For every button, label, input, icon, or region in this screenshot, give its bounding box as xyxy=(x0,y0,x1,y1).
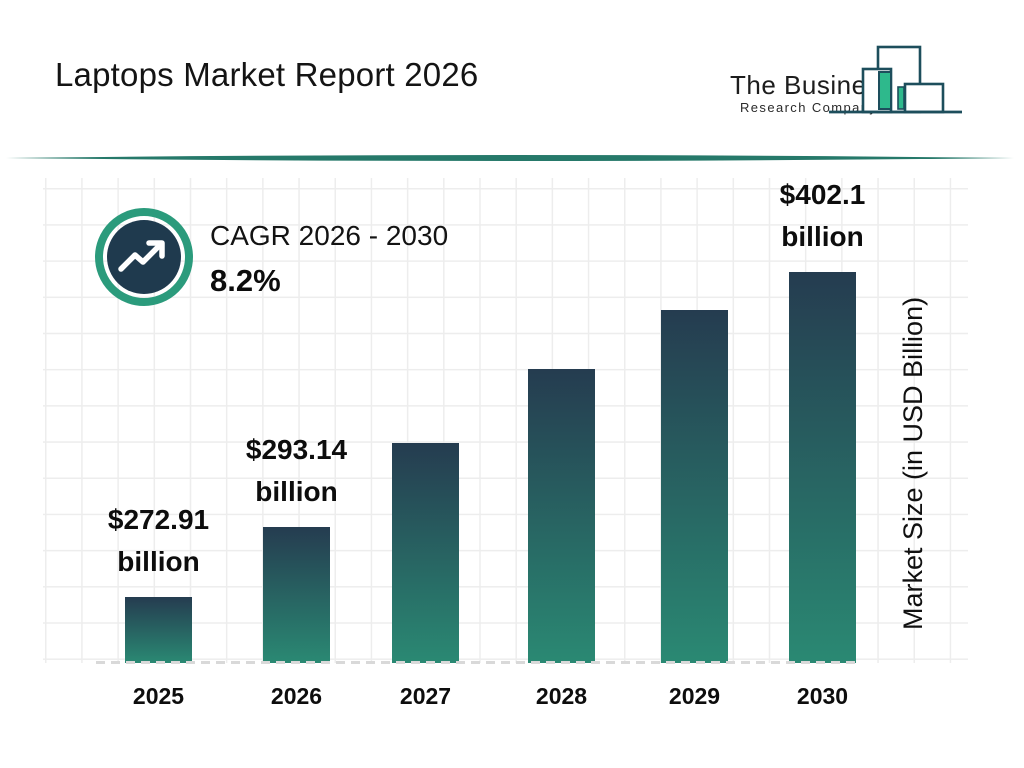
bar-value-unit: billion xyxy=(781,221,864,252)
bar-value-label-2030: $402.1 billion xyxy=(713,174,933,258)
chart-baseline xyxy=(96,661,857,664)
x-axis-label-2026: 2026 xyxy=(270,683,323,709)
trending-up-icon xyxy=(95,208,193,306)
x-axis-label-2030: 2030 xyxy=(796,683,849,709)
chart-plot-area xyxy=(43,178,968,663)
bar-value-amount: $272.91 xyxy=(107,504,210,535)
bar-2030 xyxy=(789,272,856,663)
bar-value-unit: billion xyxy=(255,476,338,507)
bar-value-label-2026: $293.14 billion xyxy=(187,429,407,513)
x-axis-label-2027: 2027 xyxy=(399,683,452,709)
logo-bars-icon xyxy=(829,45,962,114)
cagr-period-label: CAGR 2026 - 2030 xyxy=(210,220,449,251)
y-axis-label: Market Size (in USD Billion) xyxy=(898,296,928,630)
bar-2027 xyxy=(392,443,459,663)
cagr-value: 8.2% xyxy=(210,263,281,298)
divider-swoosh xyxy=(6,155,1014,161)
bar-2028 xyxy=(528,369,595,663)
company-logo: The Business Research Company xyxy=(718,40,978,124)
bar-value-amount: $402.1 xyxy=(779,179,866,210)
bar-value-label-2025: $272.91 billion xyxy=(49,499,269,583)
bar-value-unit: billion xyxy=(117,546,200,577)
x-axis-label-2028: 2028 xyxy=(535,683,588,709)
bar-2025 xyxy=(125,597,192,663)
page-title: Laptops Market Report 2026 xyxy=(55,56,479,93)
x-axis-label-2029: 2029 xyxy=(668,683,721,709)
x-axis-label-2025: 2025 xyxy=(132,683,185,709)
bar-2029 xyxy=(661,310,728,663)
bar-value-amount: $293.14 xyxy=(245,434,348,465)
bar-2026 xyxy=(263,527,330,663)
